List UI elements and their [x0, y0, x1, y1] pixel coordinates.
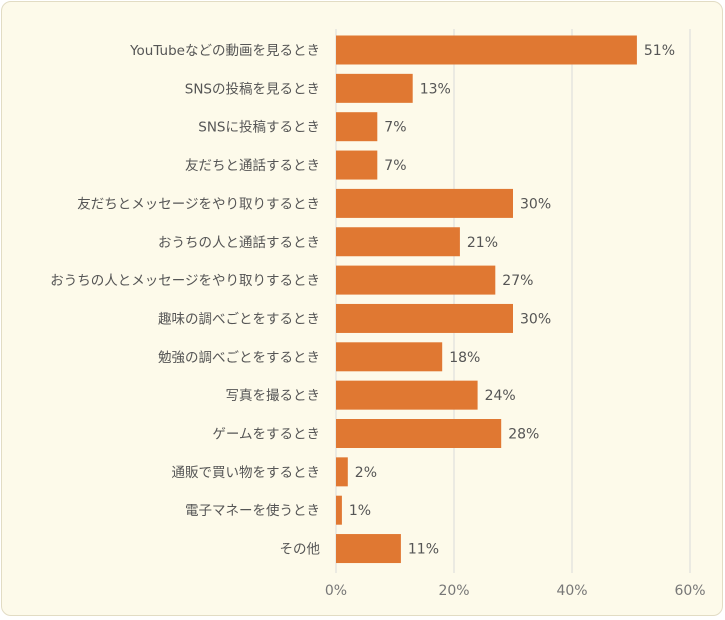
data-label: 11%: [408, 542, 439, 558]
bar: [336, 35, 637, 65]
bar: [336, 227, 460, 257]
category-label: ゲームをするとき: [212, 427, 320, 443]
category-label: 通販で買い物をするとき: [172, 465, 321, 481]
bar: [336, 419, 502, 448]
category-label: YouTubeなどの動画を見るとき: [129, 43, 320, 59]
category-label: 友だちと通話するとき: [185, 157, 320, 174]
data-label: 24%: [485, 388, 516, 404]
category-label: 友だちとメッセージをやり取りするとき: [77, 196, 320, 212]
bar: [336, 303, 513, 333]
bar: [336, 188, 513, 218]
category-label: 電子マネーを使うとき: [185, 502, 320, 519]
category-label: その他: [280, 542, 321, 558]
data-label: 7%: [384, 120, 406, 136]
category-label: おうちの人と通話するとき: [158, 234, 320, 251]
x-tick-label: 60%: [674, 583, 705, 599]
data-label: 28%: [508, 427, 539, 443]
data-label: 1%: [349, 503, 371, 519]
category-label: SNSの投稿を見るとき: [185, 81, 320, 97]
x-tick-label: 40%: [556, 583, 587, 599]
data-label: 30%: [520, 311, 551, 327]
category-label: 趣味の調べごとをするとき: [158, 311, 320, 327]
category-label: 勉強の調べごとをするとき: [158, 350, 320, 366]
bar: [336, 150, 378, 180]
data-label: 21%: [467, 235, 498, 251]
bar: [336, 380, 478, 410]
bar: [336, 534, 401, 564]
data-label: 7%: [384, 158, 406, 174]
bar: [336, 457, 348, 487]
data-label: 2%: [355, 465, 377, 481]
data-label: 30%: [520, 196, 551, 212]
bar: [336, 112, 378, 142]
data-label: 18%: [449, 350, 480, 366]
category-label: おうちの人とメッセージをやり取りするとき: [50, 273, 320, 289]
x-tick-label: 0%: [325, 583, 347, 599]
category-label: SNSに投稿するとき: [198, 120, 320, 136]
x-tick-label: 20%: [438, 583, 469, 599]
data-label: 27%: [502, 273, 533, 289]
data-label: 51%: [644, 43, 675, 59]
bar: [336, 495, 342, 525]
bar: [336, 73, 413, 103]
category-label: 写真を撮るとき: [226, 387, 321, 404]
bar: [336, 265, 496, 295]
bar: [336, 342, 443, 372]
data-label: 13%: [420, 81, 451, 97]
